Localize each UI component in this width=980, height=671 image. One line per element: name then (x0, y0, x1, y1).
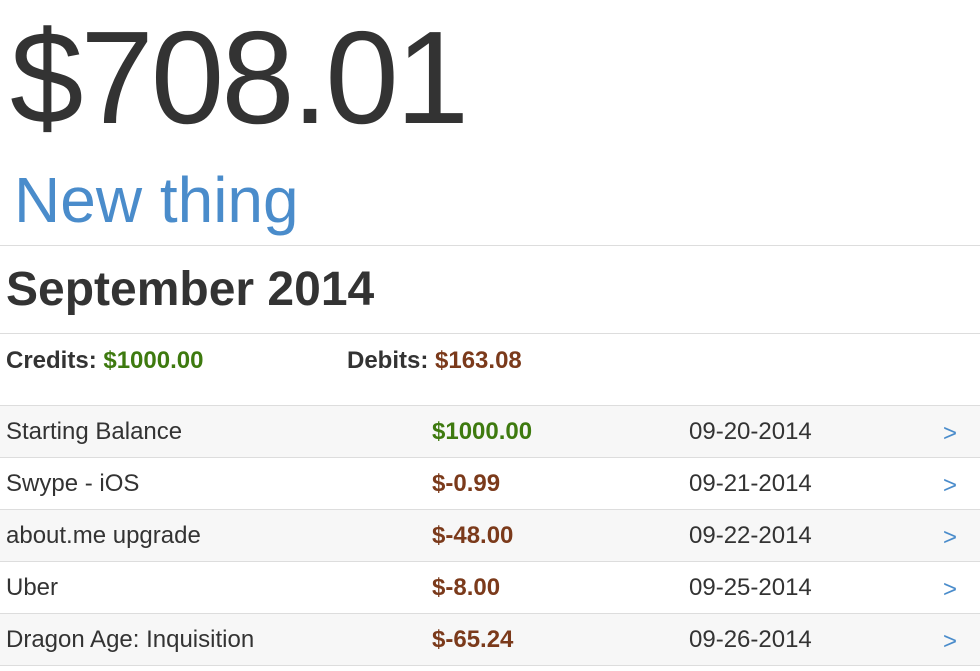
chevron-right-icon[interactable]: > (943, 524, 958, 551)
divider (0, 333, 980, 334)
transaction-row[interactable]: Starting Balance $1000.00 09-20-2014 > (0, 405, 980, 457)
divider (0, 245, 980, 246)
transaction-row[interactable]: Uber $-8.00 09-25-2014 > (0, 561, 980, 613)
transaction-name: Dragon Age: Inquisition (6, 626, 255, 653)
transaction-row[interactable]: Dragon Age: Inquisition $-65.24 09-26-20… (0, 613, 980, 666)
new-thing-link[interactable]: New thing (14, 164, 299, 236)
transaction-name: Swype - iOS (6, 470, 140, 497)
debits-label: Debits: (347, 347, 429, 374)
chevron-right-icon[interactable]: > (943, 628, 958, 655)
account-balance: $708.01 (10, 4, 469, 151)
credits-value: $1000.00 (103, 347, 204, 374)
transaction-name: about.me upgrade (6, 522, 201, 549)
debits-value: $163.08 (435, 347, 522, 374)
transaction-name: Uber (6, 574, 59, 601)
transaction-name: Starting Balance (6, 418, 183, 445)
chevron-right-icon[interactable]: > (943, 472, 958, 499)
chevron-right-icon[interactable]: > (943, 576, 958, 603)
credits-summary: Credits: $1000.00 (6, 345, 203, 377)
transaction-list: Starting Balance $1000.00 09-20-2014 > S… (0, 405, 980, 666)
transaction-amount: $1000.00 (432, 418, 533, 445)
credits-label: Credits: (6, 347, 97, 374)
transaction-row[interactable]: Swype - iOS $-0.99 09-21-2014 > (0, 457, 980, 509)
transaction-date: 09-26-2014 (689, 626, 812, 653)
transaction-date: 09-21-2014 (689, 470, 812, 497)
chevron-right-icon[interactable]: > (943, 420, 958, 447)
transaction-amount: $-48.00 (432, 522, 514, 549)
month-title: September 2014 (6, 263, 375, 316)
transaction-date: 09-22-2014 (689, 522, 812, 549)
transaction-amount: $-0.99 (432, 470, 501, 497)
transaction-date: 09-25-2014 (689, 574, 812, 601)
transaction-amount: $-8.00 (432, 574, 501, 601)
transaction-row[interactable]: about.me upgrade $-48.00 09-22-2014 > (0, 509, 980, 561)
debits-summary: Debits: $163.08 (347, 345, 522, 377)
transaction-amount: $-65.24 (432, 626, 514, 653)
transaction-date: 09-20-2014 (689, 418, 812, 445)
